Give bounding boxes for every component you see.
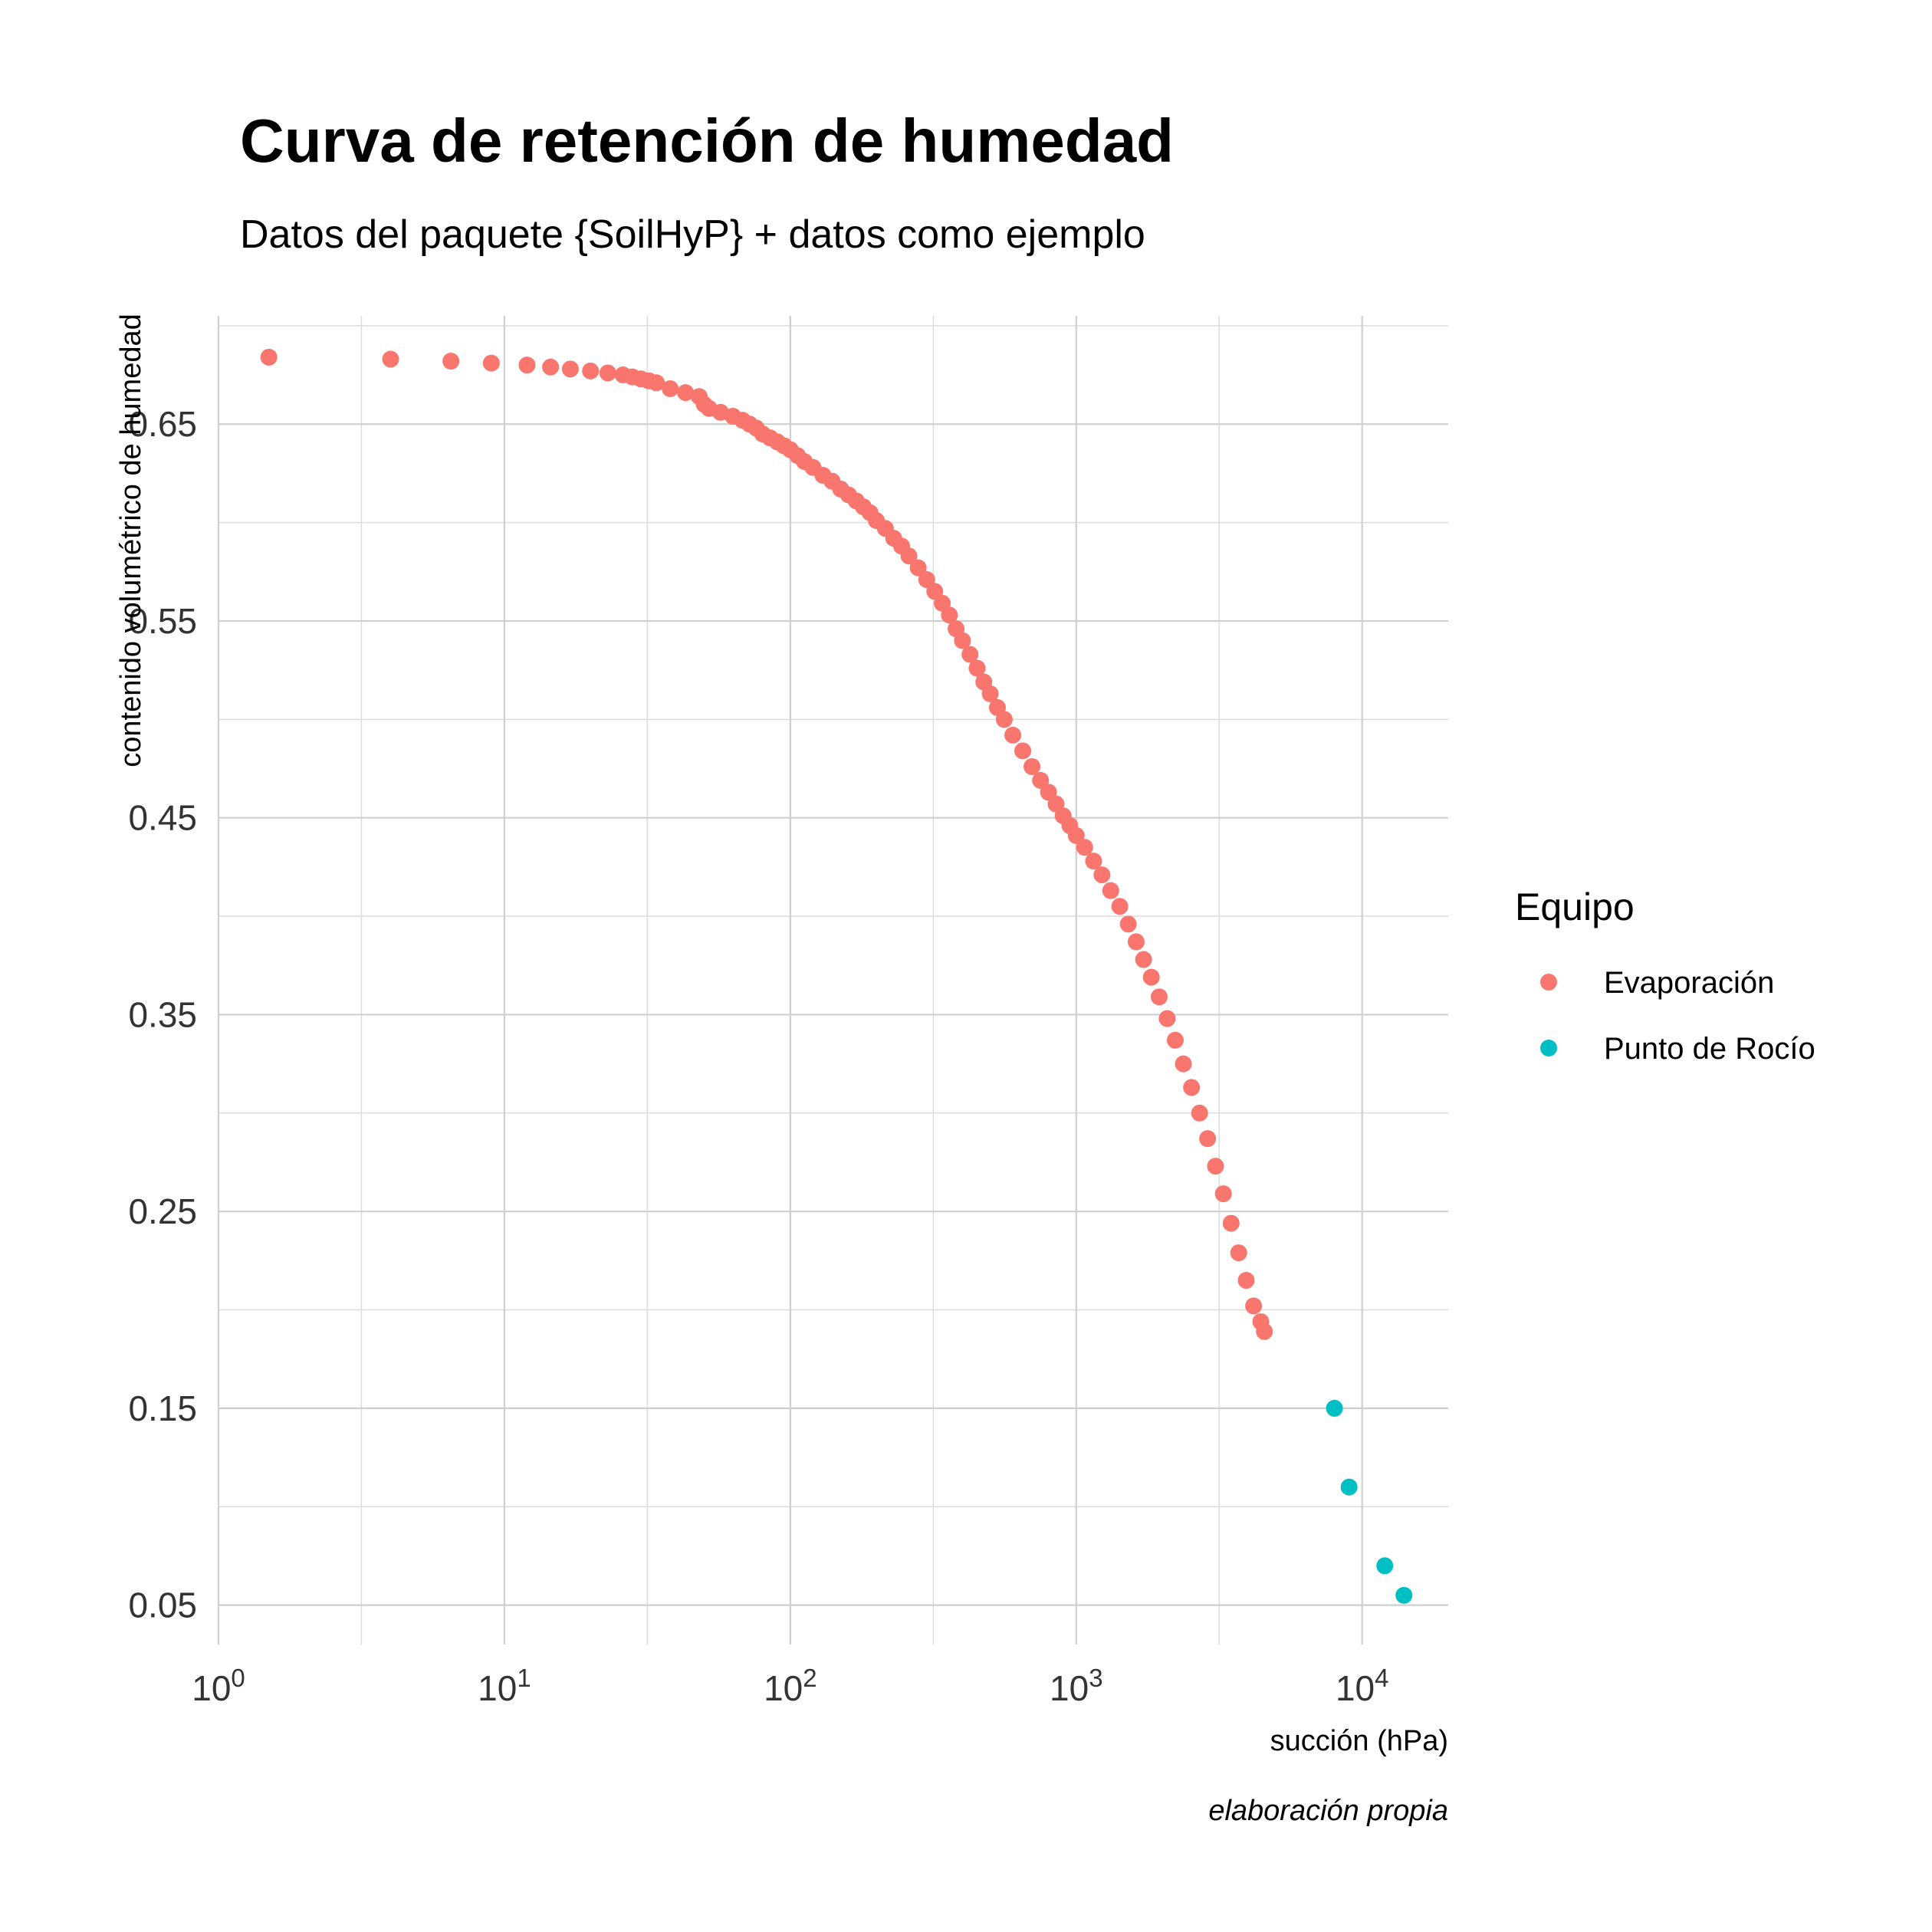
data-point [1326, 1399, 1343, 1417]
data-point [1135, 951, 1152, 968]
x-tick-label: 104 [1336, 1664, 1389, 1708]
y-tick-label: 0.35 [128, 994, 197, 1034]
data-point [1175, 1055, 1192, 1073]
data-point [1076, 839, 1093, 856]
grid-lines [217, 316, 1448, 1644]
data-point [968, 659, 986, 677]
plot-area: 0.050.150.250.350.450.550.65 100 101 102 10… [128, 316, 1448, 1708]
data-point [954, 632, 971, 649]
data-point [1191, 1104, 1208, 1122]
data-point [1222, 1214, 1240, 1232]
legend-key-punto-de-rocio [1540, 1040, 1557, 1056]
chart-subtitle: Datos del paquete {SoilHyP} + datos como… [240, 212, 1145, 257]
data-point [260, 348, 278, 366]
data-point [482, 354, 500, 372]
chart-caption: elaboración propia [1208, 1795, 1448, 1827]
chart-title: Curva de retención de humedad [240, 107, 1174, 175]
data-point [382, 350, 399, 368]
x-tick-label: 103 [1050, 1664, 1103, 1708]
x-axis-tick-labels: 100 101 102 103 104 [192, 1664, 1388, 1708]
data-point [961, 646, 979, 663]
data-point [1150, 988, 1168, 1006]
legend-label-evaporacion: Evaporación [1604, 966, 1774, 1000]
data-point [1376, 1557, 1394, 1575]
data-point [1111, 898, 1129, 915]
data-point [1183, 1079, 1201, 1096]
x-tick-label: 102 [764, 1664, 817, 1708]
data-point [1207, 1158, 1224, 1175]
data-point [599, 364, 616, 382]
data-point [1032, 771, 1050, 789]
data-point [518, 356, 536, 374]
data-point [442, 353, 460, 370]
data-point [941, 606, 958, 624]
data-point [1199, 1130, 1217, 1148]
x-tick-label: 100 [192, 1664, 245, 1708]
data-point [1214, 1185, 1232, 1203]
data-point [995, 711, 1013, 728]
y-tick-label: 0.65 [128, 404, 197, 444]
legend-title: Equipo [1515, 886, 1635, 928]
y-axis-tick-labels: 0.05 0.15 0.25 0.35 0.45 0.55 0.65 [128, 404, 197, 1625]
data-point [1067, 826, 1085, 844]
legend-item-punto-de-rocio: Punto de Rocío [1540, 1032, 1815, 1066]
data-point [662, 380, 679, 397]
y-axis-label: contenido volumétrico de humedad [115, 314, 147, 767]
data-point [648, 374, 665, 392]
data-point [1102, 882, 1119, 899]
data-point [1340, 1478, 1358, 1496]
legend-label-punto-de-rocio: Punto de Rocío [1604, 1032, 1815, 1066]
data-point [1395, 1586, 1413, 1604]
data-point [1256, 1322, 1273, 1340]
y-tick-label: 0.05 [128, 1585, 197, 1625]
data-point [677, 384, 695, 402]
legend-key-evaporacion [1540, 974, 1557, 991]
y-tick-label: 0.55 [128, 601, 197, 641]
data-point [1127, 933, 1145, 951]
data-point [918, 571, 935, 589]
y-tick-label: 0.25 [128, 1191, 197, 1231]
data-point [1085, 853, 1102, 870]
data-point [582, 362, 600, 380]
x-tick-label: 101 [478, 1664, 531, 1708]
series-evaporacion [260, 348, 1273, 1340]
data-point [900, 547, 918, 565]
series-punto-de-rocio [1326, 1399, 1413, 1604]
data-point [1237, 1272, 1255, 1290]
data-point [1024, 757, 1041, 775]
data-point [1166, 1031, 1184, 1049]
data-point [1004, 726, 1022, 744]
data-point [1142, 968, 1160, 986]
data-point [1158, 1010, 1176, 1027]
data-point [542, 358, 560, 376]
y-tick-label: 0.45 [128, 798, 197, 838]
x-axis-label: succión (hPa) [1270, 1725, 1448, 1757]
data-point [909, 559, 927, 577]
y-tick-label: 0.15 [128, 1388, 197, 1428]
data-point [1230, 1244, 1247, 1262]
data-point [561, 360, 579, 378]
legend: Equipo Evaporación Punto de Rocío [1515, 886, 1815, 1066]
data-point [1245, 1297, 1263, 1315]
data-point [1014, 742, 1032, 760]
legend-item-evaporacion: Evaporación [1540, 966, 1774, 1000]
data-point [1119, 915, 1137, 933]
data-point [1093, 866, 1111, 884]
data-point [981, 685, 999, 702]
